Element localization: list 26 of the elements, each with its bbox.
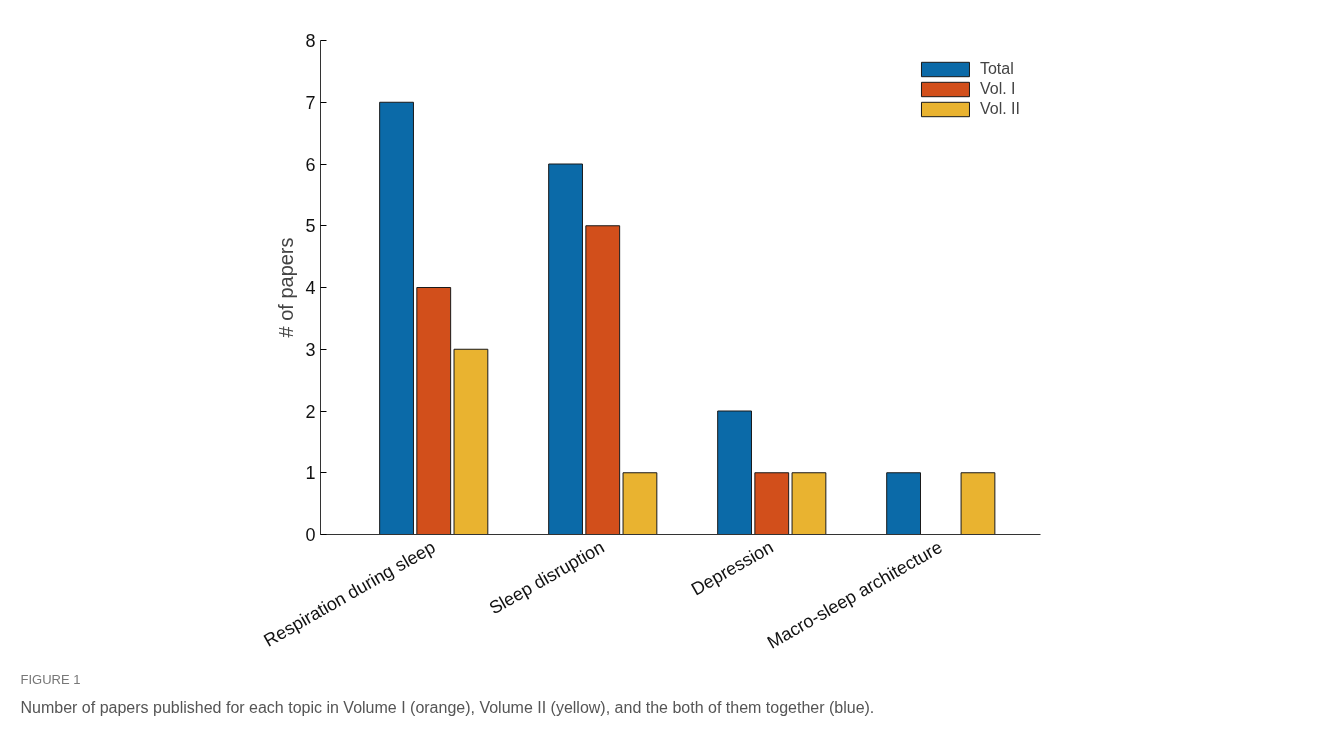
bar (960, 472, 996, 535)
caption: FIGURE 1 (20, 671, 81, 687)
y-tick-label: 4 (305, 278, 316, 298)
text: Number of papers published for each topic in Volume I (orange), Volume II (yellow), and the both of them together (blue). (20, 698, 875, 716)
legend-label: Total (979, 60, 1014, 78)
bar (379, 101, 414, 535)
bar (754, 472, 790, 535)
y-tick-label: 7 (305, 92, 316, 113)
y-tick-label: 8 (305, 31, 316, 51)
bar (585, 225, 621, 535)
bar (416, 287, 452, 535)
bar (717, 410, 752, 535)
bar (886, 472, 921, 535)
y-tick-label: 0 (305, 525, 316, 545)
y-axis-title: # of papers (275, 237, 298, 338)
y-tick-label: 5 (305, 216, 316, 237)
legend-label: Vol. I (979, 80, 1016, 98)
y-tick-label: 6 (305, 154, 316, 175)
bar (622, 472, 658, 535)
y-tick-label: 2 (305, 401, 316, 422)
legend-label: Vol. II (979, 100, 1020, 118)
y-tick-label: 1 (305, 463, 316, 484)
bar (791, 472, 827, 535)
y-tick-label: 3 (305, 339, 316, 360)
bar (548, 163, 583, 535)
bar (453, 348, 489, 535)
